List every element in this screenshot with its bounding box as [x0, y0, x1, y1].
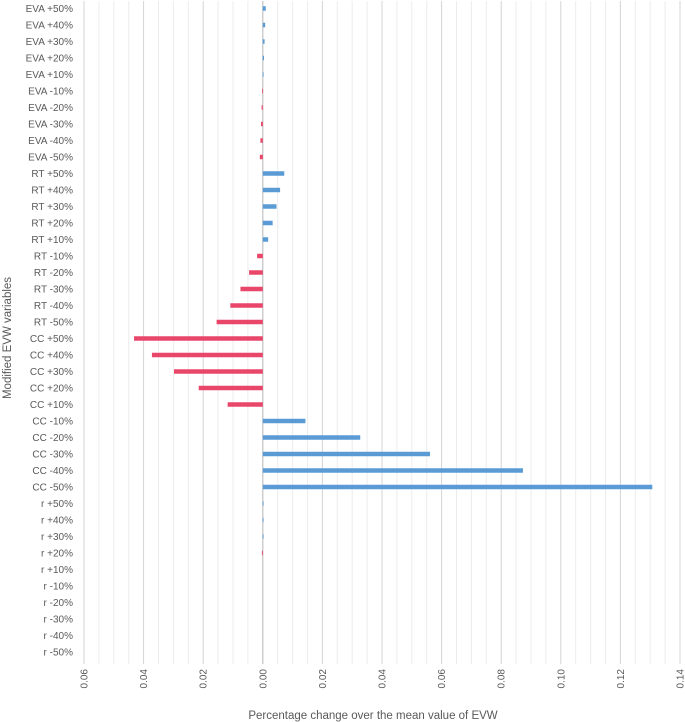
x-tick-labels: 0.06 0.04 0.02 0.00 0.02 0.04 0.06 0.08 0.10 0.12…	[80, 669, 685, 689]
x-tick-label: 0.02	[199, 669, 210, 689]
y-tick-label: r +40%	[41, 516, 73, 527]
y-tick-label: r -10%	[44, 582, 74, 593]
y-tick-label: EVA -40%	[28, 136, 73, 147]
x-tick-label: 0.10	[556, 669, 567, 689]
y-tick-label: RT -30%	[34, 285, 73, 296]
bar	[249, 270, 263, 275]
bar	[261, 121, 263, 127]
bar	[262, 468, 523, 473]
bar	[261, 550, 263, 556]
bar	[198, 385, 263, 391]
x-tick-label: 0.12	[616, 669, 627, 689]
bar	[262, 204, 277, 209]
y-tick-label: CC +40%	[30, 351, 73, 362]
bar	[227, 402, 263, 407]
y-tick-label: r -30%	[44, 615, 74, 626]
y-tick-label: CC +10%	[30, 400, 73, 411]
bar	[262, 171, 285, 176]
y-tick-label: RT +40%	[31, 186, 73, 197]
y-tick-label: EVA -20%	[28, 103, 73, 114]
bar	[240, 286, 263, 292]
x-tick-label: 0.02	[318, 669, 329, 689]
x-tick-label: 0.00	[258, 669, 269, 689]
y-tick-label: r -20%	[44, 598, 74, 609]
bars	[134, 6, 653, 556]
bar	[262, 435, 361, 440]
y-tick-label: r +10%	[41, 565, 73, 576]
bar	[262, 22, 266, 28]
x-tick-label: 0.04	[378, 669, 389, 689]
y-tick-label: r +20%	[41, 549, 73, 560]
y-tick-label: RT +20%	[31, 219, 73, 230]
y-tick-label: r -50%	[44, 648, 74, 659]
bar	[262, 534, 264, 539]
x-tick-label: 0.06	[80, 669, 91, 689]
y-tick-label: CC -20%	[32, 433, 73, 444]
y-tick-label: CC -50%	[32, 483, 73, 494]
y-tick-label: CC +50%	[30, 334, 73, 345]
gridlines	[83, 1, 681, 664]
x-tick-label: 0.08	[497, 669, 508, 689]
y-tick-label: RT +10%	[31, 235, 73, 246]
bar	[262, 39, 265, 44]
y-tick-label: CC -30%	[32, 450, 73, 461]
y-tick-label: RT -20%	[34, 268, 73, 279]
bar	[262, 220, 273, 226]
y-tick-label: CC +20%	[30, 384, 73, 395]
bar	[151, 352, 263, 358]
bar	[262, 484, 653, 490]
y-tick-label: EVA +10%	[26, 70, 73, 81]
bar	[260, 138, 263, 143]
y-tick-label: r -40%	[44, 631, 74, 642]
bar	[257, 253, 263, 259]
x-axis-title: Percentage change over the mean value of…	[248, 710, 497, 722]
y-category-labels: EVA +50% EVA +40% EVA +30% EVA +20% EVA +10%…	[26, 4, 73, 659]
y-tick-label: EVA -10%	[28, 87, 73, 98]
bar	[259, 154, 263, 160]
y-tick-label: RT -50%	[34, 318, 73, 329]
bar	[216, 319, 263, 325]
y-tick-label: RT +50%	[31, 169, 73, 180]
y-tick-label: CC -40%	[32, 466, 73, 477]
bar	[261, 105, 263, 110]
bar	[262, 501, 264, 506]
y-axis-title: Modified EVW variables	[2, 277, 14, 399]
y-tick-label: EVA +30%	[26, 37, 73, 48]
bar	[262, 88, 264, 94]
y-tick-label: EVA +20%	[26, 54, 73, 65]
bar	[262, 72, 264, 77]
bar	[262, 451, 430, 457]
bar	[134, 336, 263, 341]
bar	[262, 237, 269, 242]
bar	[230, 303, 263, 308]
x-tick-label: 0.14	[676, 669, 685, 689]
bar	[262, 517, 264, 523]
x-tick-label: 0.04	[139, 669, 150, 689]
y-tick-label: EVA +50%	[26, 4, 73, 15]
y-tick-label: CC -10%	[32, 417, 73, 428]
y-tick-label: RT +30%	[31, 202, 73, 213]
y-tick-label: EVA +40%	[26, 21, 73, 32]
bar	[173, 369, 263, 374]
bar	[262, 55, 264, 61]
bar	[262, 418, 306, 424]
y-tick-label: EVA -30%	[28, 120, 73, 131]
bar	[262, 187, 281, 193]
y-tick-label: EVA -50%	[28, 153, 73, 164]
y-tick-label: r +30%	[41, 532, 73, 543]
y-tick-label: RT -10%	[34, 252, 73, 263]
y-tick-label: CC +30%	[30, 367, 73, 378]
bar	[262, 6, 266, 11]
y-tick-label: r +50%	[41, 499, 73, 510]
y-tick-label: RT -40%	[34, 301, 73, 312]
x-tick-label: 0.06	[437, 669, 448, 689]
